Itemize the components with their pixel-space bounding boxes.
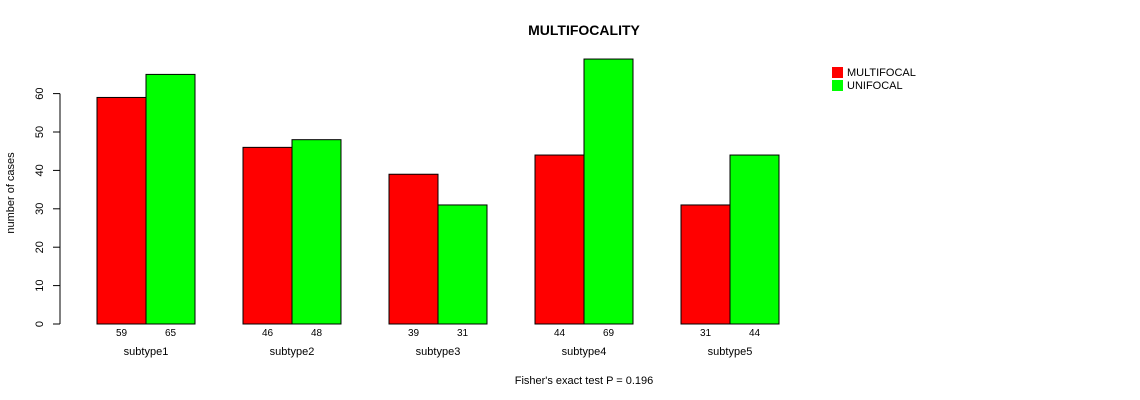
bar-value-label: 69 bbox=[603, 328, 615, 339]
y-tick-label: 40 bbox=[34, 164, 46, 176]
y-tick-label: 30 bbox=[34, 203, 46, 215]
bar-subtype3-unifocal bbox=[437, 204, 488, 325]
legend-swatch-unifocal bbox=[832, 80, 843, 91]
chart-title: MULTIFOCALITY bbox=[528, 22, 640, 38]
x-tick-label-subtype3: subtype3 bbox=[416, 346, 461, 358]
bar-value-label: 59 bbox=[116, 328, 128, 339]
bar-value-labels: 59 65 46 48 39 31 44 69 31 44 bbox=[116, 328, 761, 339]
bar-value-label: 39 bbox=[408, 328, 420, 339]
y-tick-label: 60 bbox=[34, 87, 46, 99]
bar-subtype2-multifocal bbox=[242, 146, 293, 325]
bar-subtype4-unifocal bbox=[583, 58, 634, 325]
bar-value-label: 31 bbox=[457, 328, 469, 339]
legend-label-unifocal: UNIFOCAL bbox=[847, 80, 903, 92]
legend-label-multifocal: MULTIFOCAL bbox=[847, 67, 916, 79]
bar-subtype2-unifocal bbox=[291, 139, 342, 325]
x-tick-label-subtype5: subtype5 bbox=[708, 346, 753, 358]
x-tick-label-subtype2: subtype2 bbox=[270, 346, 315, 358]
bar-value-label: 31 bbox=[700, 328, 712, 339]
x-tick-label-subtype4: subtype4 bbox=[562, 346, 607, 358]
bar-subtype4-multifocal bbox=[534, 154, 585, 325]
footer-note: Fisher's exact test P = 0.196 bbox=[515, 375, 654, 387]
y-axis: 0 10 20 30 40 50 60 bbox=[34, 87, 61, 327]
legend-swatch-multifocal bbox=[832, 67, 843, 78]
bars bbox=[96, 58, 780, 325]
y-tick-label: 10 bbox=[34, 279, 46, 291]
bar-subtype1-multifocal bbox=[96, 96, 147, 325]
y-tick-label: 0 bbox=[34, 321, 46, 327]
bar-value-label: 46 bbox=[262, 328, 274, 339]
bar-value-label: 65 bbox=[165, 328, 177, 339]
bar-subtype3-multifocal bbox=[388, 173, 439, 325]
bar-subtype5-unifocal bbox=[729, 154, 780, 325]
y-tick-label: 50 bbox=[34, 126, 46, 138]
y-tick-label: 20 bbox=[34, 241, 46, 253]
bar-value-label: 48 bbox=[311, 328, 323, 339]
bar-value-label: 44 bbox=[554, 328, 566, 339]
x-tick-labels: subtype1 subtype2 subtype3 subtype4 subtype5 bbox=[124, 346, 753, 358]
bar-subtype1-unifocal bbox=[145, 73, 196, 325]
bar-value-label: 44 bbox=[749, 328, 761, 339]
bar-subtype5-multifocal bbox=[680, 204, 731, 325]
x-tick-label-subtype1: subtype1 bbox=[124, 346, 169, 358]
y-axis-label: number of cases bbox=[5, 152, 17, 234]
